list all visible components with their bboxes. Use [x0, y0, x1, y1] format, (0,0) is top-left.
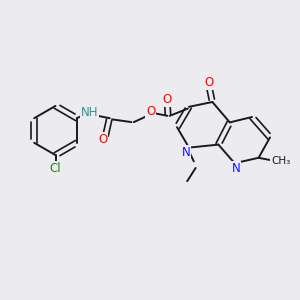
Text: NH: NH	[81, 106, 98, 119]
Text: O: O	[204, 76, 213, 89]
Text: N: N	[182, 146, 190, 159]
Text: N: N	[231, 162, 240, 175]
Text: Cl: Cl	[50, 161, 61, 175]
Text: O: O	[163, 93, 172, 106]
Text: O: O	[146, 105, 155, 118]
Text: O: O	[98, 133, 107, 146]
Text: CH₃: CH₃	[271, 156, 290, 167]
